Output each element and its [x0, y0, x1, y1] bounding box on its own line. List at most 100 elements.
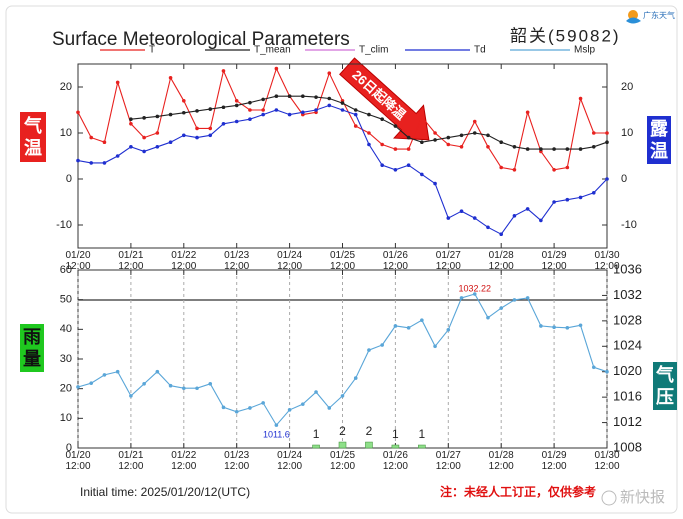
- y-tick-label: 10: [60, 412, 72, 424]
- series-point: [115, 80, 120, 85]
- series-point: [446, 135, 451, 140]
- footer: Initial time: 2025/01/20/12(UTC): [80, 485, 250, 499]
- series-point: [420, 115, 424, 119]
- y-axis-label: 气温: [20, 112, 46, 162]
- y2-tick-label: 20: [621, 81, 633, 93]
- series-point: [208, 381, 213, 386]
- series-point: [591, 191, 596, 195]
- y-tick-label: 50: [60, 294, 72, 306]
- data-label: 2: [366, 424, 373, 438]
- y2-tick-label: 1032: [613, 287, 642, 302]
- series-point: [115, 369, 120, 374]
- series-point: [168, 140, 173, 144]
- data-label: 2: [339, 424, 346, 438]
- series-point: [605, 131, 609, 135]
- y-tick-label: 30: [60, 353, 72, 365]
- series-point: [221, 405, 226, 410]
- y2-tick-label: 1012: [613, 414, 642, 429]
- series-point: [486, 225, 490, 230]
- series-point: [301, 110, 305, 115]
- series-point: [102, 373, 107, 377]
- series-point: [499, 165, 504, 170]
- series-point: [287, 112, 292, 117]
- watermark-icon: [601, 490, 617, 506]
- series-point: [433, 138, 437, 142]
- series-point: [182, 133, 186, 138]
- logo-icon: [628, 10, 638, 20]
- series-point: [565, 326, 570, 330]
- series-point: [221, 69, 226, 73]
- x-tick-label: 01/30 12:00: [594, 450, 620, 472]
- series-point: [274, 66, 279, 71]
- series-point: [420, 140, 424, 144]
- series-point: [274, 423, 279, 427]
- series-point: [248, 108, 252, 112]
- series-point: [340, 101, 345, 105]
- x-tick-label: 01/26 12:00: [382, 450, 408, 472]
- series-point: [459, 145, 464, 149]
- series-point: [565, 147, 570, 151]
- series-point: [512, 145, 517, 149]
- legend-label: Mslp: [574, 45, 596, 56]
- x-tick-label: 01/28 12:00: [488, 450, 514, 472]
- series-point: [499, 140, 504, 144]
- series-point: [446, 327, 451, 332]
- series-point: [248, 406, 252, 410]
- series-point: [393, 124, 398, 128]
- page-frame: [5, 5, 678, 514]
- x-tick-label: 01/30 12:00: [594, 250, 620, 272]
- x-tick-label: 01/25 12:00: [329, 450, 356, 472]
- x-tick-label: 01/24 12:00: [277, 250, 303, 272]
- series-point: [420, 318, 424, 323]
- note: 注：未经人工订正，仅供参考: [440, 484, 596, 499]
- series-point: [578, 323, 583, 328]
- x-tick-label: 01/25 12:00: [329, 250, 356, 272]
- series-point: [486, 133, 490, 138]
- series-point: [129, 145, 133, 149]
- station: 韶关(59082): [510, 26, 621, 45]
- series-point: [234, 103, 239, 108]
- series-point: [195, 109, 199, 113]
- series-point: [393, 324, 398, 328]
- series-point: [605, 140, 609, 144]
- series-point: [76, 158, 80, 163]
- series-point: [221, 122, 226, 126]
- series-point: [591, 145, 596, 149]
- series-point: [129, 394, 133, 398]
- legend-label: T: [149, 45, 155, 56]
- y2-tick-label: 0: [621, 173, 627, 185]
- series-point: [406, 326, 411, 330]
- series-point: [274, 108, 279, 112]
- series-point: [605, 369, 609, 374]
- series-point: [168, 76, 173, 80]
- data-label: 1: [419, 427, 426, 441]
- x-tick-label: 01/21 12:00: [118, 250, 144, 272]
- y-tick-label: 10: [60, 127, 72, 139]
- x-tick-label: 01/28 12:00: [488, 250, 514, 272]
- series-point: [446, 142, 451, 147]
- series-point: [142, 381, 146, 386]
- annotation: 26日起降温: [349, 67, 408, 123]
- series-point: [195, 135, 199, 140]
- y2-tick-label: 1028: [613, 312, 642, 327]
- series-point: [565, 165, 570, 170]
- x-tick-label: 01/23 12:00: [224, 450, 250, 472]
- series-point: [314, 95, 318, 99]
- series-point: [472, 131, 477, 135]
- series-point: [591, 131, 596, 135]
- series-point: [552, 325, 556, 330]
- y-tick-label: 60: [60, 264, 72, 276]
- series-point: [552, 168, 556, 172]
- y2-axis-label: 气压: [653, 362, 677, 410]
- series-point: [380, 343, 384, 347]
- y-tick-label: 20: [60, 81, 72, 93]
- series-point: [367, 348, 371, 352]
- series-point: [459, 296, 464, 300]
- x-tick-label: 01/23 12:00: [224, 250, 250, 272]
- logo: 广东天气: [643, 10, 675, 20]
- series-point: [353, 108, 358, 112]
- series-point: [327, 71, 332, 75]
- x-tick-label: 01/27 12:00: [435, 250, 461, 272]
- logo-icon: [626, 17, 641, 24]
- annotation-arrow: 26日起降温: [339, 57, 430, 141]
